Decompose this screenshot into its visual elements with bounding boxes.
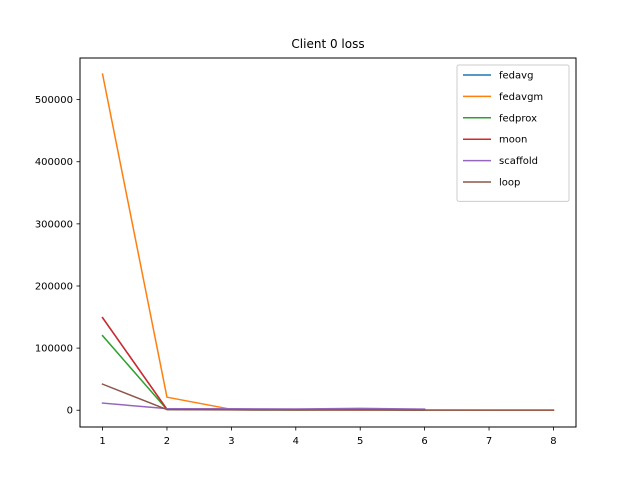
y-tick-label: 100000 (35, 344, 73, 355)
x-tick-label: 3 (228, 436, 234, 447)
axes-layer: 1 2 3 4 5 6 7 8 0 100000 200000 300000 400000 500000 (35, 95, 557, 447)
series-line-scaffold (101, 402, 426, 410)
x-tick-label: 1 (99, 436, 105, 447)
legend-label-fedavg: fedavg (499, 71, 533, 82)
legend-label-fedprox: fedprox (499, 113, 537, 124)
x-tick-label: 2 (164, 436, 170, 447)
legend-label-moon: moon (499, 135, 527, 146)
legend-label-loop: loop (499, 178, 520, 189)
y-tick-label: 500000 (35, 95, 73, 106)
x-tick-label: 7 (486, 436, 492, 447)
x-tick-label: 5 (357, 436, 363, 447)
legend-box (456, 64, 570, 202)
x-tick-label: 8 (550, 436, 556, 447)
y-tick-label: 200000 (35, 281, 73, 292)
plot-area-frame (79, 57, 577, 428)
series-layer (101, 73, 555, 411)
x-tick-label: 6 (421, 436, 427, 447)
chart-title: Client 0 loss (291, 37, 364, 51)
legend-label-fedavgm: fedavgm (499, 92, 543, 103)
legend: fedavg fedavgm fedprox moon scaffold loop (456, 64, 570, 202)
x-tick-label: 4 (293, 436, 299, 447)
y-tick-label: 300000 (35, 219, 73, 230)
y-tick-label: 400000 (35, 157, 73, 168)
legend-label-scaffold: scaffold (499, 156, 538, 167)
y-tick-label: 0 (67, 406, 73, 417)
series-line-loop (101, 383, 555, 411)
